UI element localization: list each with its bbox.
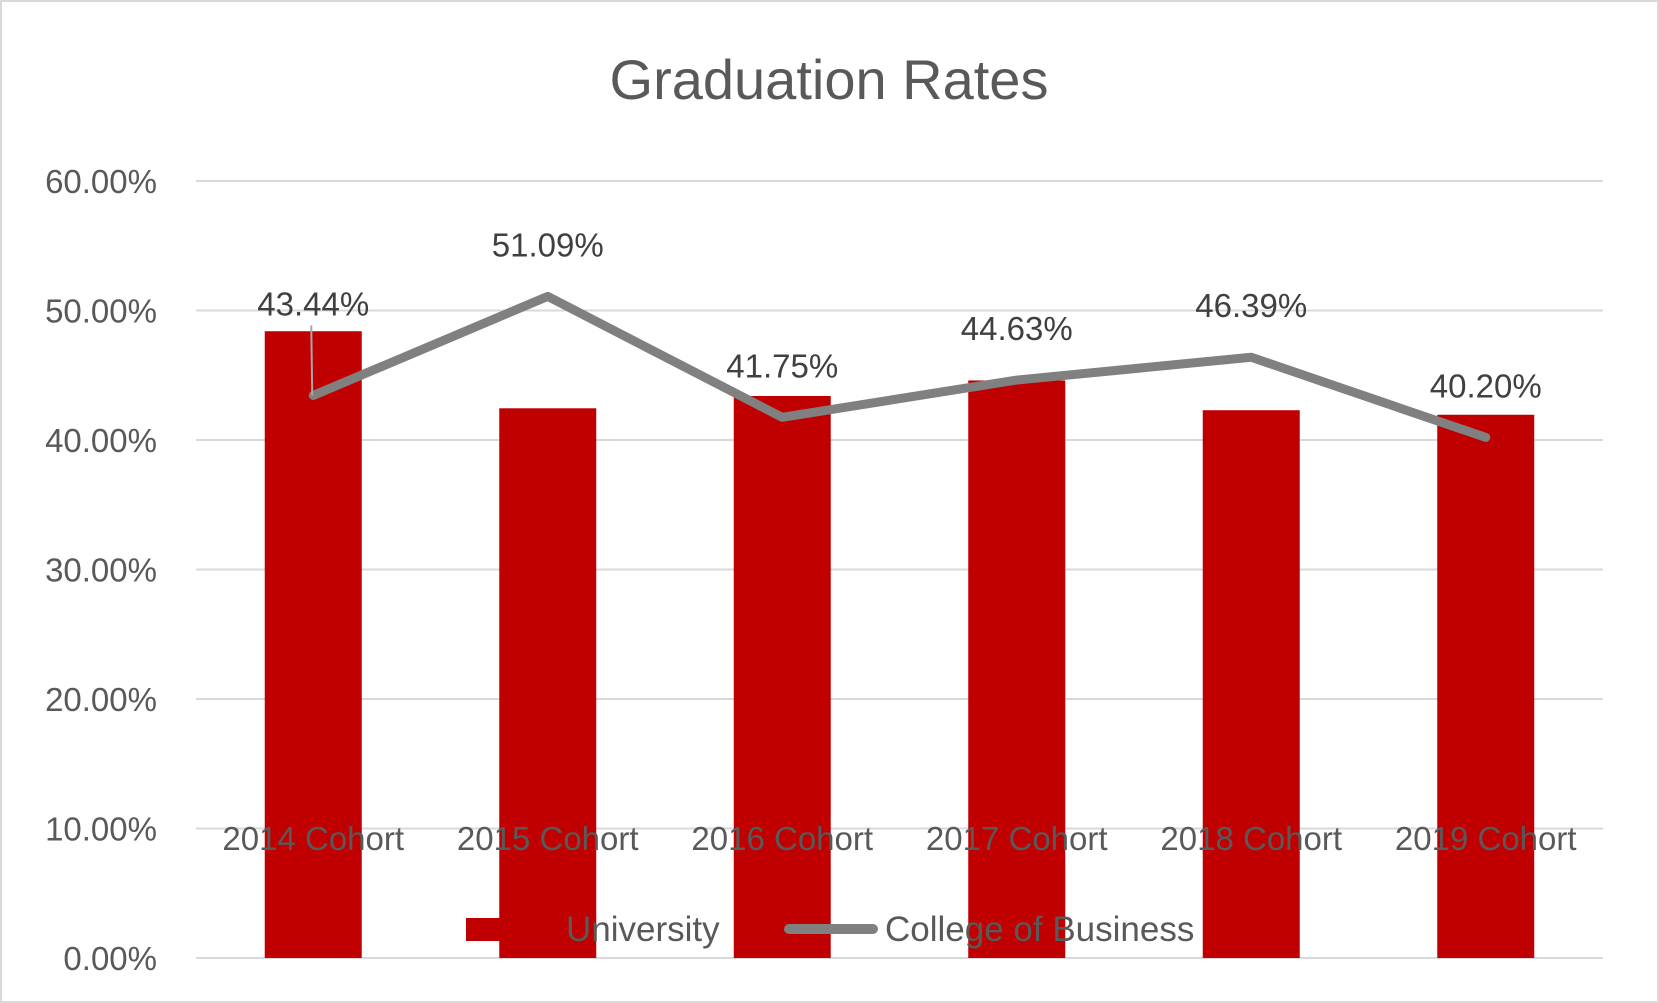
- line-college-of-business: [308, 291, 1491, 442]
- legend-label-university: University: [566, 910, 720, 949]
- data-label-college-of-business: 44.63%: [961, 310, 1073, 347]
- x-category-label: 2017 Cohort: [926, 820, 1108, 857]
- data-label-college-of-business: 51.09%: [492, 226, 604, 263]
- bar-university: [1437, 414, 1535, 958]
- y-tick-label: 40.00%: [45, 422, 157, 459]
- y-tick-label: 60.00%: [45, 163, 157, 200]
- x-category-label: 2018 Cohort: [1160, 820, 1342, 857]
- x-category-label: 2019 Cohort: [1395, 820, 1577, 857]
- data-label-college-of-business: 41.75%: [726, 347, 838, 384]
- leader-line: [310, 325, 314, 396]
- x-category-label: 2014 Cohort: [222, 820, 404, 857]
- legend: University College of Business: [466, 910, 1194, 949]
- y-tick-label: 30.00%: [45, 552, 157, 589]
- data-label-college-of-business: 40.20%: [1430, 367, 1542, 404]
- bar-university: [1202, 410, 1300, 959]
- y-tick-label: 10.00%: [45, 811, 157, 848]
- legend-label-college-of-business: College of Business: [885, 910, 1194, 949]
- chart-title: Graduation Rates: [610, 48, 1049, 111]
- x-category-label: 2015 Cohort: [457, 820, 639, 857]
- y-tick-label: 50.00%: [45, 293, 157, 330]
- data-label-college-of-business: 43.44%: [257, 285, 369, 322]
- bar-university: [733, 395, 831, 959]
- y-tick-label: 0.00%: [63, 940, 157, 977]
- bar-university: [264, 331, 362, 959]
- y-tick-label: 20.00%: [45, 681, 157, 718]
- x-category-label: 2016 Cohort: [691, 820, 873, 857]
- bar-university: [499, 408, 597, 959]
- bar-university: [968, 380, 1066, 958]
- legend-swatch-university: [466, 918, 555, 941]
- data-label-college-of-business: 46.39%: [1195, 287, 1307, 324]
